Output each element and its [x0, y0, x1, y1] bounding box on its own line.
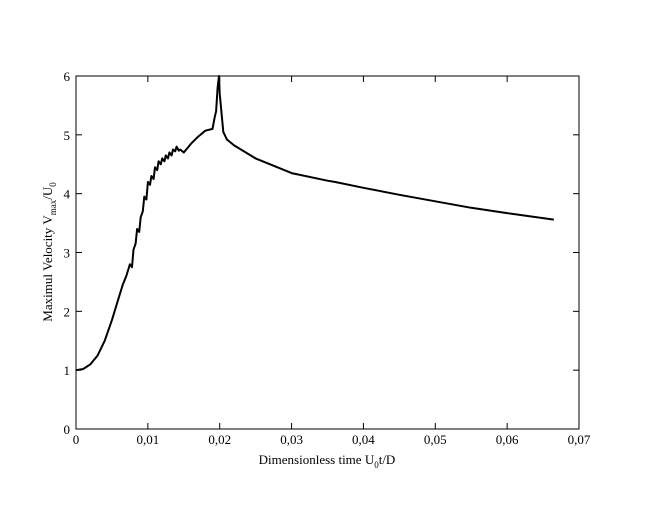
x-tick-label: 0,02 [208, 432, 231, 447]
y-axis-ticks: 0 1 2 3 4 5 6 [64, 69, 579, 437]
y-tick-label: 4 [64, 187, 71, 202]
y-tick-label: 0 [64, 422, 71, 437]
x-tick-label: 0,04 [352, 432, 375, 447]
x-tick-label: 0,03 [280, 432, 303, 447]
y-tick-label: 2 [64, 304, 71, 319]
plot-frame [75, 75, 580, 430]
x-tick-label: 0,07 [568, 432, 591, 447]
x-tick-label: 0 [73, 432, 80, 447]
x-tick-label: 0,06 [496, 432, 519, 447]
y-tick-label: 3 [64, 246, 71, 261]
y-tick-label: 6 [64, 69, 71, 84]
y-tick-label: 1 [64, 363, 71, 378]
x-axis-title: Dimensionless time U0t/D [259, 452, 396, 470]
x-axis-ticks: 0 0,01 0,02 0,03 0,04 0,05 0,06 0,07 [73, 76, 591, 447]
series-line [75, 75, 554, 372]
y-axis-title: Maximul Velocity Vmax/U0 [40, 182, 58, 322]
x-tick-label: 0,05 [424, 432, 447, 447]
y-tick-label: 5 [64, 128, 71, 143]
x-tick-label: 0,01 [136, 432, 159, 447]
